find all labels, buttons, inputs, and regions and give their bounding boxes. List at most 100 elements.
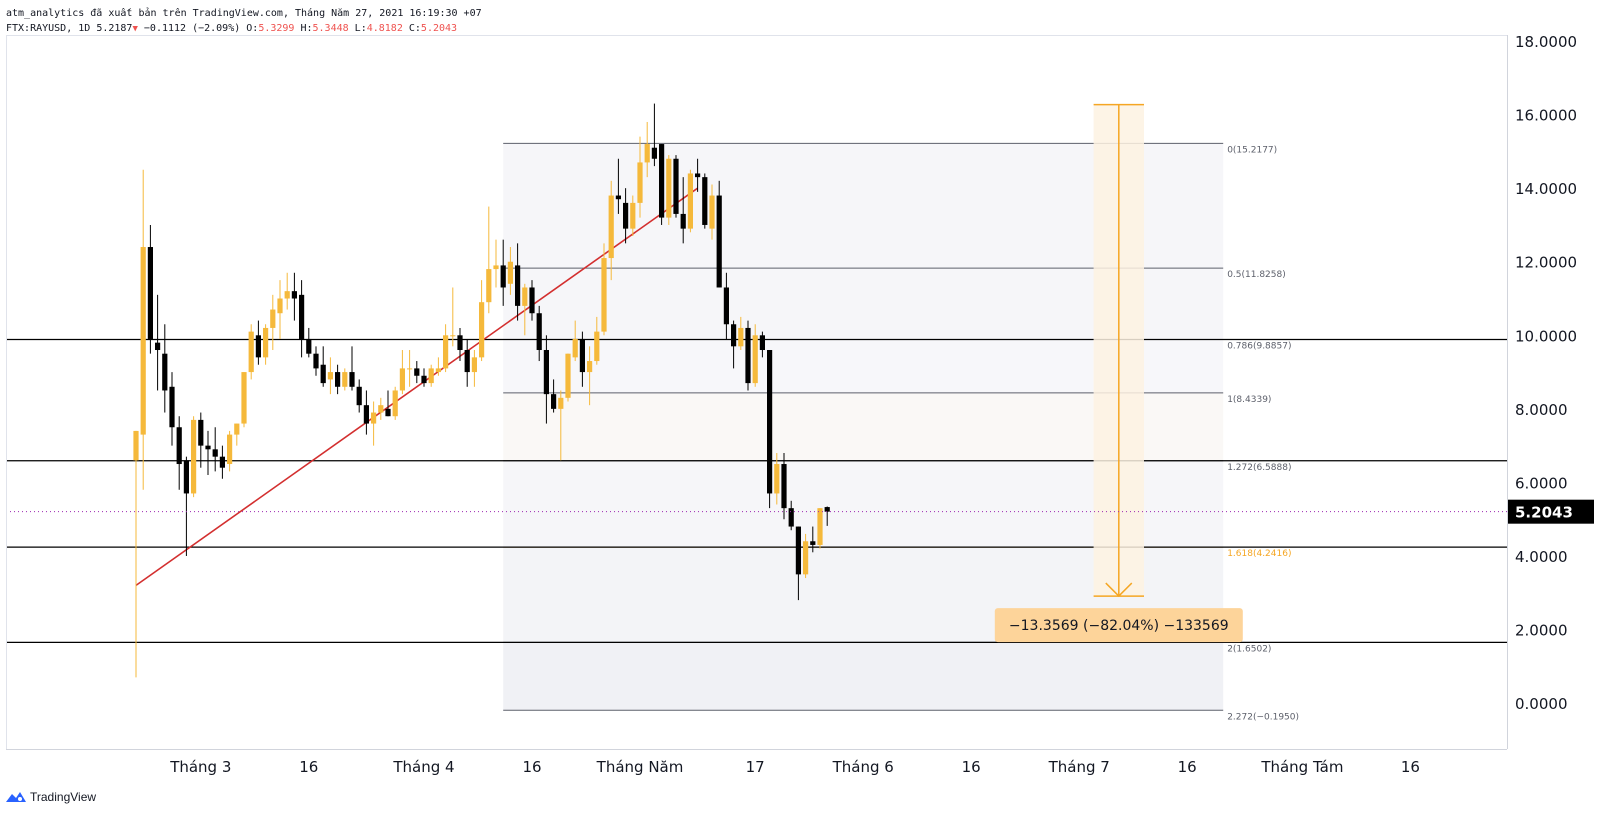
price-tick-label: 18.0000 [1515,33,1577,51]
candle [234,423,240,446]
candle [659,144,665,225]
candle-body [687,173,693,229]
candle [133,430,139,678]
candle [327,357,333,395]
candle-body [774,464,780,494]
time-tick-label: Tháng 3 [169,758,231,776]
low-label: L: [354,23,367,34]
plot-top-border [6,35,1507,36]
candle-body [428,368,434,384]
candle [270,294,276,351]
publish-info: atm_analytics đã xuất bản trên TradingVi… [6,8,482,19]
candle [551,379,557,413]
candle-body [795,526,801,575]
candle [759,331,765,358]
candle [709,184,715,240]
candle [788,500,794,531]
candle [536,305,542,362]
time-tick-label: 16 [522,758,541,776]
candle-body [659,144,665,218]
candle-body [644,144,650,163]
candle [320,346,326,387]
candle-body [745,327,751,384]
time-tick-label: Tháng 7 [1048,758,1110,776]
candle-body [327,372,333,380]
time-tick-label: 16 [1178,758,1197,776]
candle-body [788,508,794,527]
candle-body [565,353,571,398]
candle [183,456,189,556]
candle-body [543,350,549,395]
candle [407,350,413,387]
candle [162,324,168,413]
candle [774,452,780,505]
candle [795,526,801,601]
ohlc-legend: FTX:RAYUSD, 1D 5.2187▼ −0.1112 (−2.09%) … [6,21,482,37]
candle-body [767,350,773,494]
fib-zone [503,642,1224,711]
candle [140,169,146,490]
candle [486,206,492,314]
candle [277,280,283,339]
candle [263,324,269,365]
candle [435,357,441,376]
candle-body [147,247,153,339]
candle [349,346,355,391]
candle [543,335,549,424]
candle-body [731,324,737,347]
candle [284,272,290,310]
candle-body [414,368,420,376]
candle [615,158,621,214]
candle [356,379,362,413]
candle [500,239,506,306]
candle-body [176,427,182,465]
candle-body [349,372,355,387]
candle [587,346,593,406]
candle-body [133,430,139,461]
candle [471,350,477,387]
candle-body [399,368,405,391]
candle-body [817,508,823,545]
candle-body [587,361,593,373]
candle-body [500,265,506,288]
candle [421,368,427,387]
candle-body [291,291,297,299]
candle-body [702,177,708,225]
candle-body [183,460,189,494]
tradingview-logo[interactable]: TradingView [6,790,96,804]
last-price-badge-label: 5.2043 [1515,504,1573,522]
candle-body [435,368,441,373]
candle [824,506,830,526]
candle [572,320,578,362]
candle [767,350,773,509]
candle-body [723,287,729,325]
candle-body [277,298,283,314]
symbol-interval: FTX:RAYUSD, 1D [6,23,91,34]
candle [219,445,225,479]
candle-body [471,357,477,373]
candle-body [630,202,636,229]
fib-level-label: 1.272(6.5888) [1227,463,1291,473]
candle [313,346,319,376]
candle [752,324,758,387]
candle-body [536,313,542,351]
time-axis-border [6,749,1507,750]
arrow-down-icon [1105,582,1133,598]
candle-body [810,541,816,545]
candle [651,103,657,167]
candle [248,324,254,380]
candle-body [608,195,614,259]
price-tick-label: 16.0000 [1515,107,1577,125]
candle [255,320,261,365]
close-value: 5.2043 [420,23,458,34]
high-value: 5.3448 [312,23,349,34]
candle-body [320,364,326,384]
candle [378,397,384,420]
candle [507,247,513,295]
candle-body [306,338,312,354]
candle-body [615,195,621,200]
candle-body [594,331,600,362]
candle [666,155,672,225]
candle-body [284,291,290,299]
